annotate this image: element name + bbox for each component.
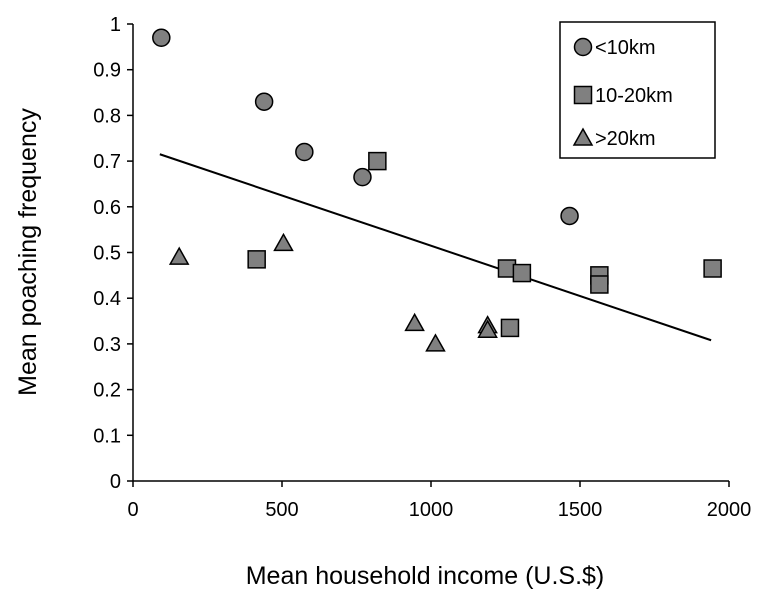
x-tick-label: 500 bbox=[265, 499, 298, 521]
square-data-point bbox=[703, 259, 722, 278]
y-tick-label: 0.1 bbox=[93, 425, 121, 447]
y-tick-label: 0.2 bbox=[93, 380, 121, 402]
triangle-data-point bbox=[477, 319, 498, 338]
x-tick-label: 2000 bbox=[707, 499, 752, 521]
y-tick-label: 0 bbox=[110, 471, 121, 493]
y-tick-label: 0.6 bbox=[93, 197, 121, 219]
plot-area: 0 0.1 0.2 0.3 0.4 0.5 0.6 0.7 0.8 0.9 1 0 500 1000 15… bbox=[93, 14, 751, 521]
circle-data-point bbox=[353, 167, 372, 187]
x-axis-title: Mean household income (U.S.$) bbox=[246, 562, 605, 590]
legend-triangle-marker bbox=[572, 127, 594, 146]
x-tick-label: 1500 bbox=[558, 499, 603, 521]
y-tick-label: 1 bbox=[110, 14, 121, 36]
square-data-point bbox=[512, 263, 532, 283]
circle-data-point bbox=[560, 206, 579, 226]
y-tick-label: 0.9 bbox=[93, 60, 121, 82]
y-axis-ticks: 0 0.1 0.2 0.3 0.4 0.5 0.6 0.7 0.8 0.9 1 bbox=[93, 14, 133, 493]
square-data-point bbox=[247, 250, 266, 269]
circle-data-point bbox=[254, 92, 274, 111]
square-data-point bbox=[368, 151, 387, 171]
triangle-data-point bbox=[273, 232, 294, 252]
legend-items: <10km 10-20km >20km bbox=[572, 37, 673, 150]
x-tick-label: 1000 bbox=[409, 499, 454, 521]
y-tick-label: 0.4 bbox=[93, 288, 121, 310]
y-tick-label: 0.8 bbox=[93, 105, 121, 127]
x-axis-ticks: 0 500 1000 1500 2000 bbox=[127, 481, 751, 521]
triangle-data-point bbox=[404, 312, 425, 332]
y-tick-label: 0.3 bbox=[93, 334, 121, 356]
legend-label: >20km bbox=[595, 128, 656, 150]
legend-label: <10km bbox=[595, 37, 656, 59]
y-tick-label: 0.5 bbox=[93, 243, 121, 265]
legend-label: 10-20km bbox=[595, 85, 673, 107]
data-points bbox=[152, 28, 722, 352]
square-data-point bbox=[500, 318, 520, 338]
triangle-data-point bbox=[168, 246, 190, 265]
x-tick-label: 0 bbox=[127, 499, 138, 521]
trend-line bbox=[159, 153, 712, 342]
triangle-data-point bbox=[425, 333, 446, 352]
circle-data-point bbox=[152, 28, 171, 47]
y-axis-title: Mean poaching frequency bbox=[14, 108, 42, 396]
legend: <10km 10-20km >20km bbox=[559, 21, 716, 159]
y-tick-label: 0.7 bbox=[93, 151, 121, 173]
legend-square-marker bbox=[573, 85, 593, 105]
square-data-point bbox=[590, 275, 609, 294]
legend-circle-marker bbox=[573, 37, 593, 57]
circle-data-point bbox=[295, 142, 314, 162]
